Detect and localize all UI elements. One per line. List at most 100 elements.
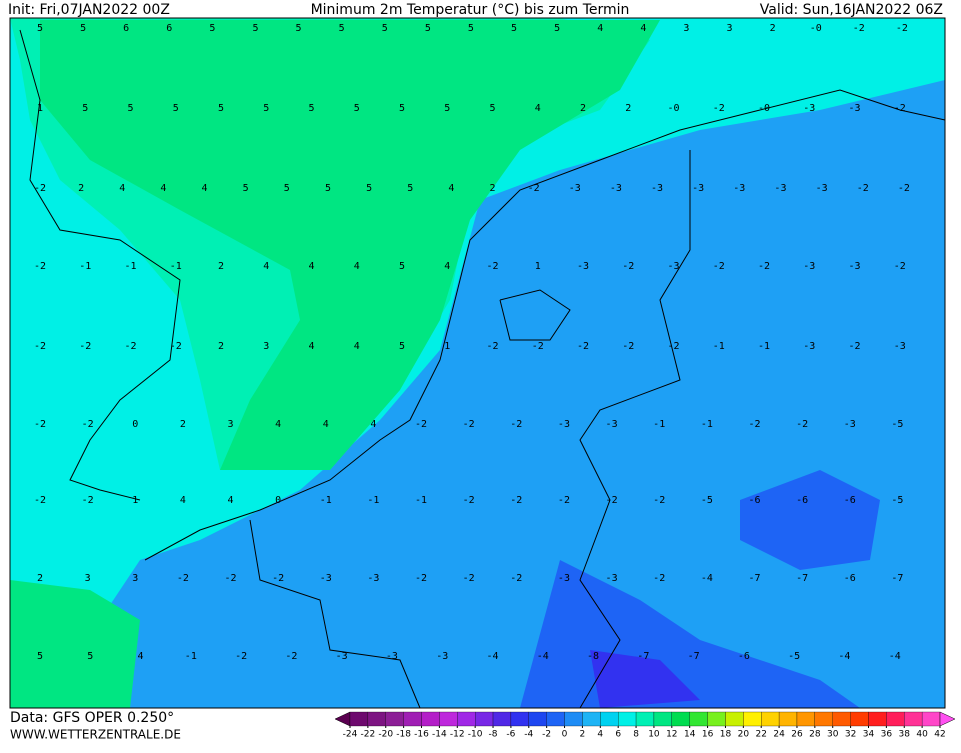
colorbar-tick-label: 36	[881, 730, 893, 740]
temperature-label: -2	[79, 341, 91, 352]
colorbar-segment	[725, 711, 744, 727]
temperature-label: 5	[82, 103, 88, 114]
temperature-label: -2	[170, 341, 182, 352]
colorbar-segment	[600, 711, 619, 727]
temperature-label: -2	[848, 341, 860, 352]
temperature-label: -0	[758, 103, 770, 114]
temperature-label: -2	[558, 495, 570, 506]
temperature-label: 2	[218, 341, 224, 352]
temperature-label: -3	[606, 573, 618, 584]
temperature-label: -1	[170, 261, 182, 272]
temperature-label: 3	[132, 573, 138, 584]
colorbar-tick-label: 20	[738, 730, 750, 740]
region-warm	[40, 20, 660, 470]
temperature-label: -2	[82, 495, 94, 506]
temperature-label: 5	[325, 183, 331, 194]
temperature-label: 4	[202, 183, 208, 194]
temperature-label: -3	[320, 573, 332, 584]
colorbar-tick-label: -12	[450, 730, 465, 740]
temperature-label: 1	[444, 341, 450, 352]
temperature-label: 5	[354, 103, 360, 114]
temperature-label: -5	[788, 651, 800, 662]
temperature-label: -7	[796, 573, 808, 584]
colorbar-tick-label: -2	[542, 730, 551, 740]
temperature-label: 4	[308, 261, 314, 272]
colorbar-tick-label: 34	[863, 730, 875, 740]
coastline-lake	[499, 289, 571, 341]
temperature-label: 0	[132, 419, 138, 430]
temperature-label: -6	[844, 495, 856, 506]
temperature-label: 5	[366, 183, 372, 194]
temperature-label: -3	[803, 103, 815, 114]
temperature-label: -2	[415, 419, 427, 430]
temperature-label: -2	[463, 419, 475, 430]
temperature-label: 3	[263, 341, 269, 352]
temperature-label: 5	[296, 23, 302, 34]
temperature-label: -1	[367, 495, 379, 506]
temperature-label: -1	[185, 651, 197, 662]
temperature-label: -2	[225, 573, 237, 584]
temperature-label: -1	[713, 341, 725, 352]
temperature-label: -4	[537, 651, 549, 662]
colorbar-segment	[385, 711, 404, 727]
temperature-label: 3	[85, 573, 91, 584]
temperature-label: 4	[275, 419, 281, 430]
temperature-label: 4	[228, 495, 234, 506]
temperature-label: 4	[160, 183, 166, 194]
temperature-label: 6	[166, 23, 172, 34]
temperature-label: -1	[79, 261, 91, 272]
colorbar-tick-label: 24	[773, 730, 785, 740]
temperature-label: -5	[891, 495, 903, 506]
title: Minimum 2m Temperatur (°C) bis zum Termi…	[311, 2, 630, 18]
colorbar-tick-label: 42	[934, 730, 945, 740]
colorbar-tick-label: 18	[720, 730, 732, 740]
temperature-label: -3	[692, 183, 704, 194]
colorbar-tick-label: -6	[506, 730, 515, 740]
temperature-label: 4	[370, 419, 376, 430]
colorbar-segment	[618, 711, 637, 727]
temperature-label: -3	[558, 573, 570, 584]
temperature-label: -0	[810, 23, 822, 34]
temperature-label: -1	[758, 341, 770, 352]
coastline-uk	[19, 29, 181, 501]
temperature-label: -2	[510, 573, 522, 584]
colorbar-segment	[546, 711, 565, 727]
temperature-label: -3	[336, 651, 348, 662]
temperature-label: -2	[235, 651, 247, 662]
temperature-label: -2	[898, 183, 910, 194]
map-frame	[9, 17, 946, 709]
colorbar-tick-label: 30	[827, 730, 839, 740]
colorbar-tick-label: -22	[361, 730, 376, 740]
temperature-label: 2	[625, 103, 631, 114]
temperature-label: -3	[436, 651, 448, 662]
temperature-label: 5	[80, 23, 86, 34]
temperature-label: -2	[285, 651, 297, 662]
temperature-label: 4	[444, 261, 450, 272]
colorbar-tick-label: 10	[648, 730, 660, 740]
colorbar-tick-label: -14	[432, 730, 447, 740]
temperature-label: 0	[275, 495, 281, 506]
temperature-label: -3	[558, 419, 570, 430]
colorbar-tick-label: 32	[845, 730, 856, 740]
temperature-label: -7	[688, 651, 700, 662]
temperature-label: -1	[415, 495, 427, 506]
temperature-label: 3	[228, 419, 234, 430]
temperature-label: 5	[218, 103, 224, 114]
temperature-label: 2	[580, 103, 586, 114]
temperature-label: -2	[713, 261, 725, 272]
temperature-label: -3	[610, 183, 622, 194]
colorbar-segment	[868, 711, 887, 727]
temperature-label: 5	[243, 183, 249, 194]
temperature-label: -2	[894, 103, 906, 114]
temperature-label: 5	[399, 261, 405, 272]
temperature-label: 2	[78, 183, 84, 194]
temperature-label: 4	[354, 341, 360, 352]
colorbar-tick-label: 2	[580, 730, 586, 740]
temperature-label: -3	[386, 651, 398, 662]
temperature-label: 3	[727, 23, 733, 34]
temperature-label: -3	[803, 261, 815, 272]
temperature-label: 4	[448, 183, 454, 194]
temperature-label: -2	[177, 573, 189, 584]
colorbar-segment	[635, 711, 655, 727]
